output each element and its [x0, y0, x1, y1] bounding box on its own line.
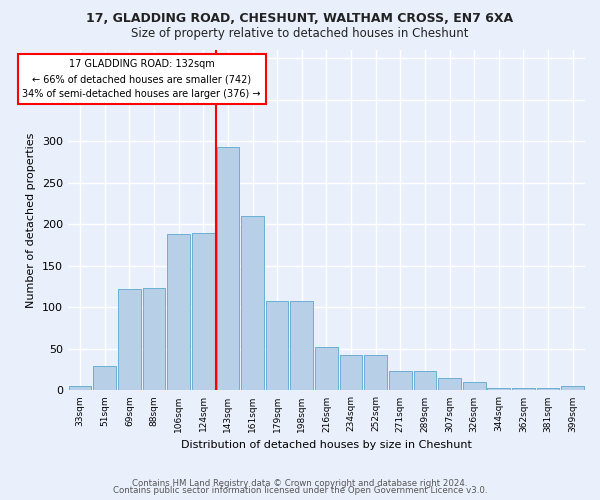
Y-axis label: Number of detached properties: Number of detached properties: [26, 132, 36, 308]
Bar: [266, 301, 289, 390]
Bar: [463, 382, 485, 390]
Bar: [315, 348, 338, 391]
Bar: [69, 386, 91, 390]
Bar: [413, 372, 436, 390]
Text: Size of property relative to detached houses in Cheshunt: Size of property relative to detached ho…: [131, 28, 469, 40]
Text: 17 GLADDING ROAD: 132sqm
← 66% of detached houses are smaller (742)
34% of semi-: 17 GLADDING ROAD: 132sqm ← 66% of detach…: [22, 60, 261, 99]
Bar: [487, 388, 510, 390]
Bar: [118, 289, 141, 390]
Bar: [340, 354, 362, 390]
Bar: [192, 232, 215, 390]
Text: 17, GLADDING ROAD, CHESHUNT, WALTHAM CROSS, EN7 6XA: 17, GLADDING ROAD, CHESHUNT, WALTHAM CRO…: [86, 12, 514, 26]
Bar: [143, 288, 166, 390]
Bar: [438, 378, 461, 390]
Bar: [537, 388, 559, 390]
Bar: [389, 372, 412, 390]
Text: Contains HM Land Registry data © Crown copyright and database right 2024.: Contains HM Land Registry data © Crown c…: [132, 478, 468, 488]
Bar: [562, 386, 584, 390]
Text: Contains public sector information licensed under the Open Government Licence v3: Contains public sector information licen…: [113, 486, 487, 495]
X-axis label: Distribution of detached houses by size in Cheshunt: Distribution of detached houses by size …: [181, 440, 472, 450]
Bar: [167, 234, 190, 390]
Bar: [290, 301, 313, 390]
Bar: [364, 354, 387, 390]
Bar: [94, 366, 116, 390]
Bar: [241, 216, 264, 390]
Bar: [217, 147, 239, 390]
Bar: [512, 388, 535, 390]
